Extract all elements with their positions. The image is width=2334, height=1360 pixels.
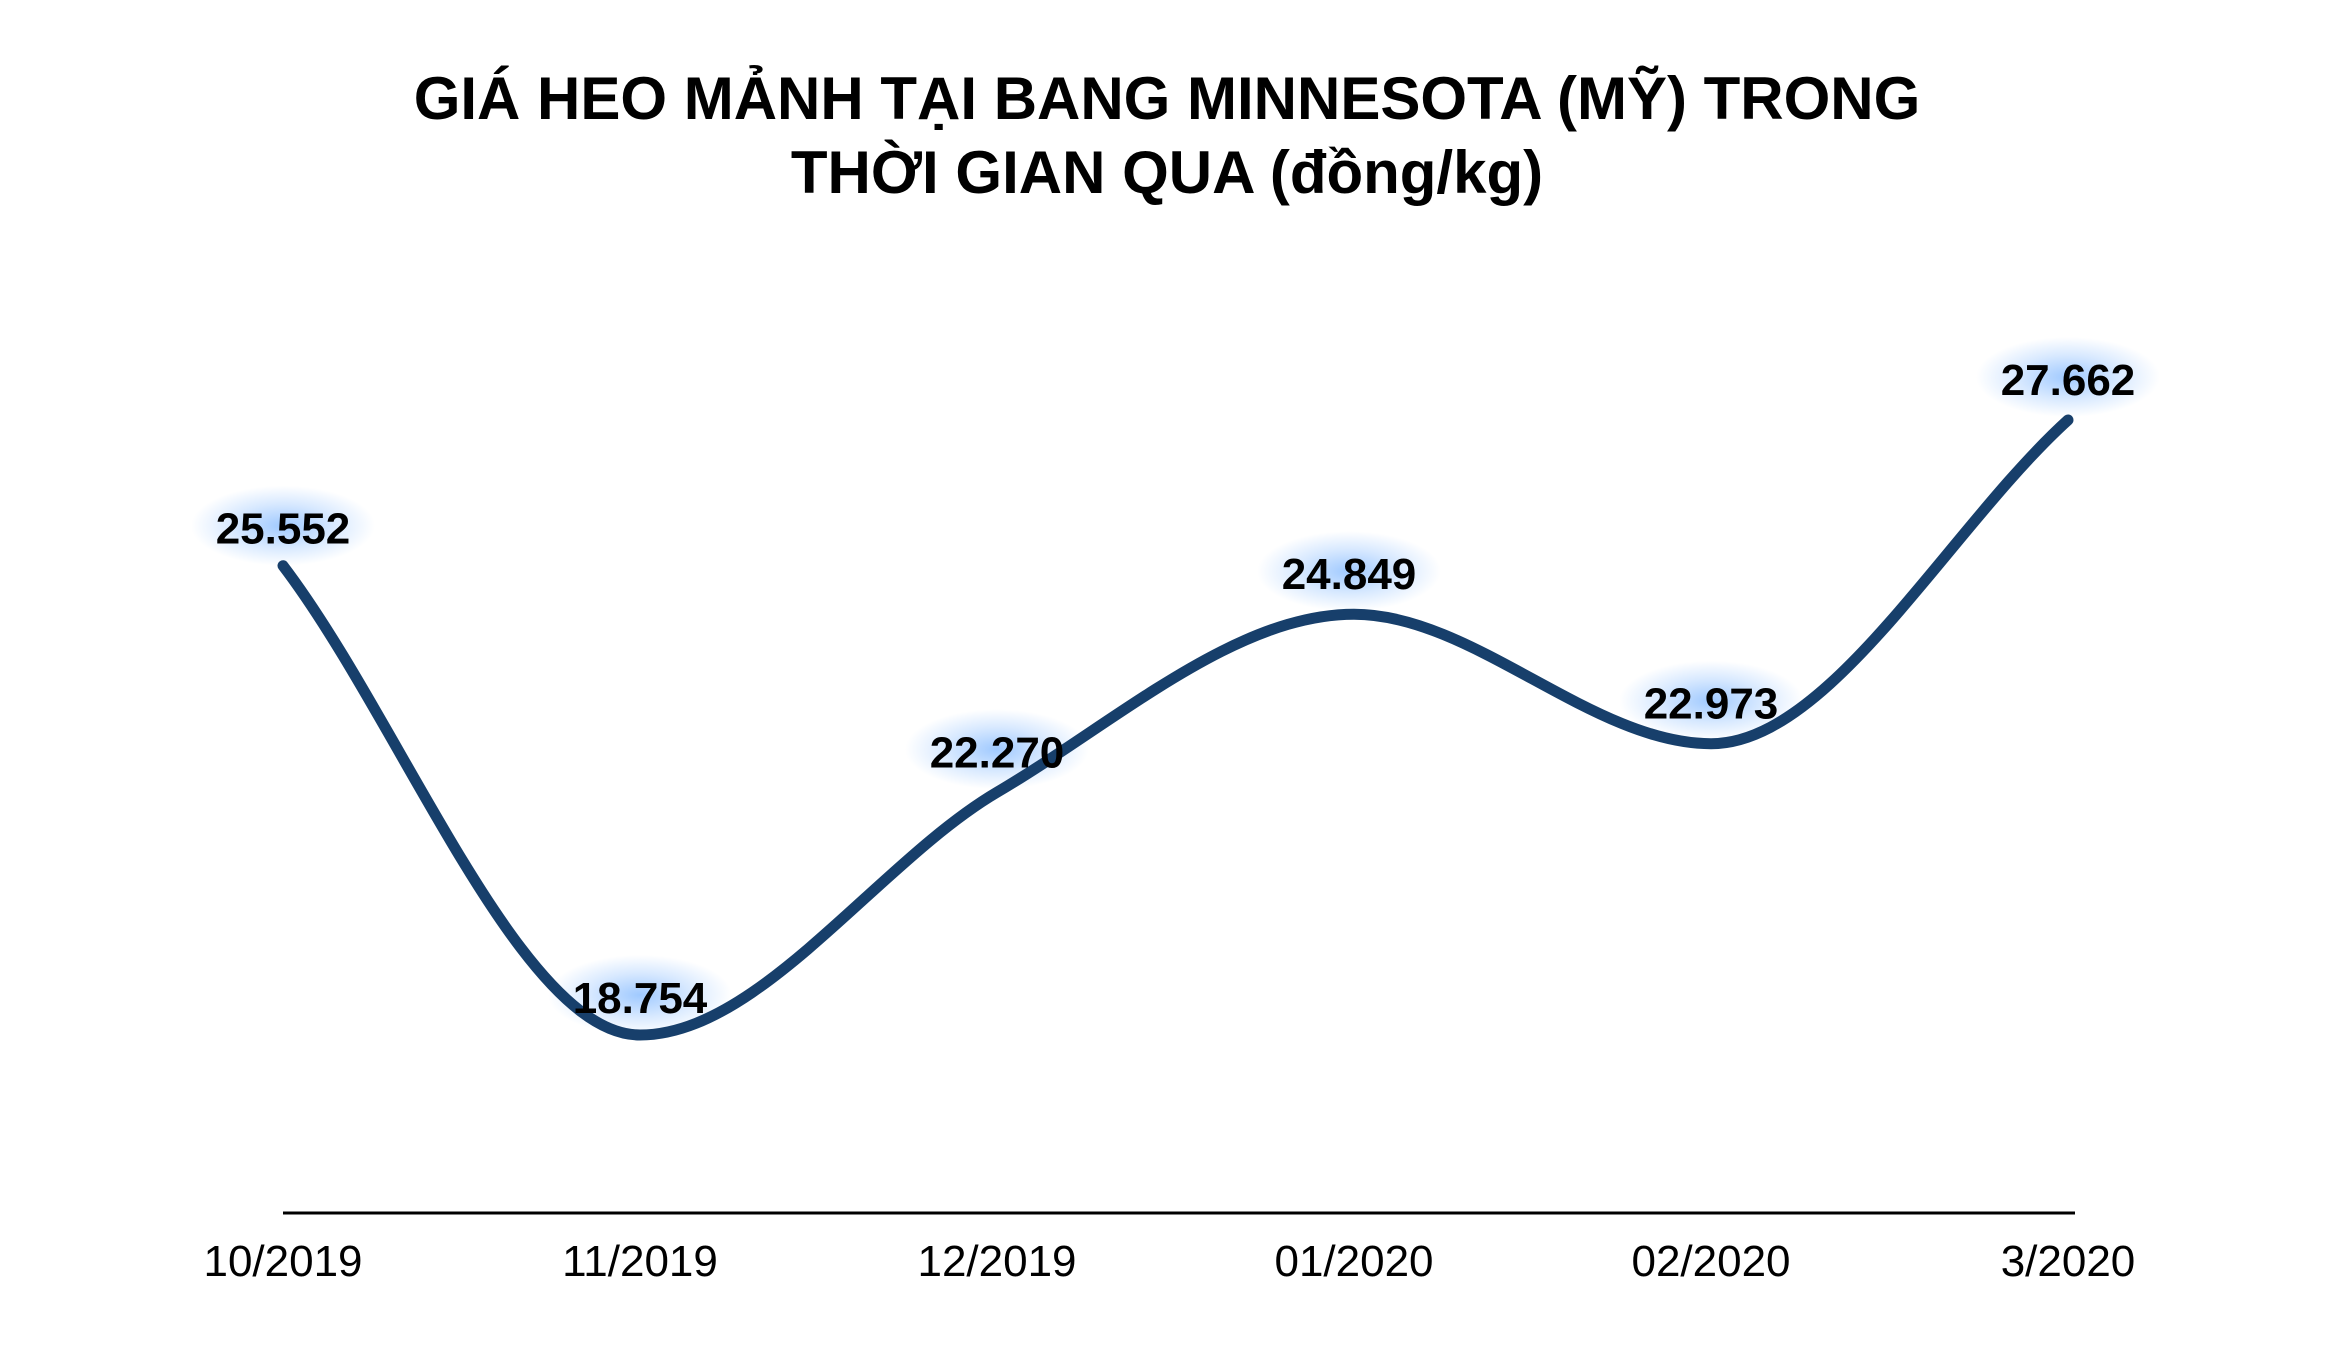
- x-tick-labels: 10/2019 11/2019 12/2019 01/2020 02/2020 3/202…: [203, 1237, 2135, 1286]
- data-label-glow: [1976, 337, 2160, 417]
- data-label-glow: [1257, 531, 1441, 612]
- data-label: 25.552: [216, 505, 351, 554]
- data-label: 24.849: [1282, 550, 1417, 599]
- x-tick-label: 02/2020: [1631, 1237, 1790, 1286]
- data-label: 22.973: [1644, 680, 1779, 729]
- x-tick-label: 3/2020: [2001, 1237, 2136, 1286]
- data-label-glow: [1619, 660, 1803, 741]
- x-tick-label: 01/2020: [1274, 1237, 1433, 1286]
- data-label-glow: [191, 485, 375, 566]
- chart-title: GIÁ HEO MẢNH TẠI BANG MINNESOTA (MỸ) TRO…: [0, 62, 2334, 210]
- chart-title-line-2: THỜI GIAN QUA (đồng/kg): [790, 139, 1544, 206]
- data-label: 18.754: [573, 974, 708, 1023]
- data-label: 27.662: [2001, 356, 2136, 405]
- data-label: 22.270: [930, 728, 1065, 777]
- x-tick-label: 10/2019: [203, 1237, 362, 1286]
- series-line: [277, 414, 2074, 1041]
- x-tick-label: 12/2019: [917, 1237, 1076, 1286]
- x-tick-label: 11/2019: [562, 1237, 718, 1286]
- data-labels: 25.552 18.754 22.270 24.849 22.973 27.662: [216, 356, 2136, 1023]
- label-glows: [191, 337, 2160, 1035]
- chart-title-line-1: GIÁ HEO MẢNH TẠI BANG MINNESOTA (MỸ) TRO…: [413, 65, 1921, 132]
